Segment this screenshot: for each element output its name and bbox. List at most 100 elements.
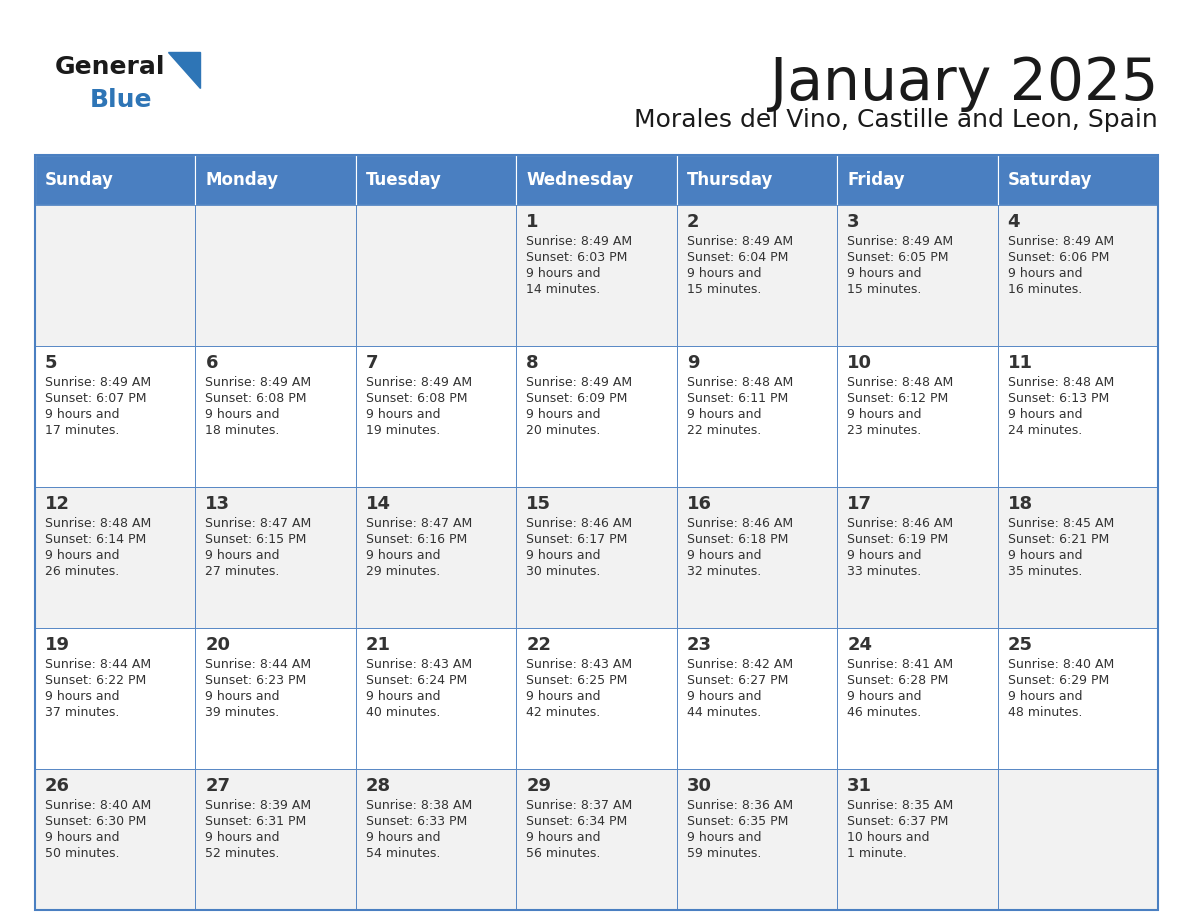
Text: 9 hours and: 9 hours and (687, 549, 762, 562)
Text: 48 minutes.: 48 minutes. (1007, 706, 1082, 719)
Bar (196, 155, 356, 205)
Text: 20 minutes.: 20 minutes. (526, 424, 601, 437)
Text: 26: 26 (45, 777, 70, 795)
Text: 16 minutes.: 16 minutes. (1007, 283, 1082, 296)
Bar (838, 346, 998, 487)
Bar (838, 205, 998, 346)
Text: 9 hours and: 9 hours and (206, 690, 280, 703)
Text: 9: 9 (687, 354, 700, 372)
Text: Sunset: 6:05 PM: Sunset: 6:05 PM (847, 251, 949, 264)
Text: Sunset: 6:28 PM: Sunset: 6:28 PM (847, 674, 948, 687)
Text: 32 minutes.: 32 minutes. (687, 565, 762, 578)
Bar (838, 155, 998, 205)
Bar (196, 628, 356, 769)
Text: Wednesday: Wednesday (526, 171, 633, 189)
Text: Sunrise: 8:49 AM: Sunrise: 8:49 AM (206, 376, 311, 389)
Bar (34, 155, 1158, 910)
Text: 9 hours and: 9 hours and (1007, 408, 1082, 421)
Bar (677, 205, 838, 346)
Text: 9 hours and: 9 hours and (45, 831, 120, 844)
Text: Sunset: 6:25 PM: Sunset: 6:25 PM (526, 674, 627, 687)
Text: Sunset: 6:08 PM: Sunset: 6:08 PM (366, 392, 467, 405)
Text: Sunrise: 8:41 AM: Sunrise: 8:41 AM (847, 658, 953, 671)
Text: Sunset: 6:24 PM: Sunset: 6:24 PM (366, 674, 467, 687)
Text: Sunrise: 8:47 AM: Sunrise: 8:47 AM (206, 517, 311, 530)
Text: 9 hours and: 9 hours and (206, 408, 280, 421)
Text: 9 hours and: 9 hours and (526, 549, 601, 562)
Text: Sunset: 6:08 PM: Sunset: 6:08 PM (206, 392, 307, 405)
Text: Sunset: 6:30 PM: Sunset: 6:30 PM (45, 815, 146, 828)
Text: 14 minutes.: 14 minutes. (526, 283, 601, 296)
Text: Sunset: 6:23 PM: Sunset: 6:23 PM (206, 674, 307, 687)
Bar (677, 628, 838, 769)
Bar (34, 346, 196, 487)
Text: Sunrise: 8:49 AM: Sunrise: 8:49 AM (45, 376, 151, 389)
Text: Sunset: 6:37 PM: Sunset: 6:37 PM (847, 815, 948, 828)
Bar (517, 487, 677, 628)
Bar (677, 155, 838, 205)
Text: Sunrise: 8:49 AM: Sunrise: 8:49 AM (687, 235, 792, 248)
Text: Sunrise: 8:44 AM: Sunrise: 8:44 AM (206, 658, 311, 671)
Bar (517, 628, 677, 769)
Bar (34, 769, 196, 910)
Text: 16: 16 (687, 495, 712, 513)
Text: Sunrise: 8:40 AM: Sunrise: 8:40 AM (45, 799, 151, 812)
Text: 14: 14 (366, 495, 391, 513)
Text: 17 minutes.: 17 minutes. (45, 424, 119, 437)
Bar (998, 346, 1158, 487)
Text: Sunset: 6:16 PM: Sunset: 6:16 PM (366, 533, 467, 546)
Bar (838, 769, 998, 910)
Bar (196, 346, 356, 487)
Bar (998, 487, 1158, 628)
Text: 54 minutes.: 54 minutes. (366, 847, 441, 860)
Text: 18: 18 (1007, 495, 1032, 513)
Text: Sunset: 6:35 PM: Sunset: 6:35 PM (687, 815, 788, 828)
Text: 27: 27 (206, 777, 230, 795)
Text: General: General (55, 55, 165, 79)
Text: 8: 8 (526, 354, 539, 372)
Text: Sunrise: 8:46 AM: Sunrise: 8:46 AM (687, 517, 792, 530)
Polygon shape (168, 52, 200, 88)
Text: Monday: Monday (206, 171, 278, 189)
Bar (356, 628, 517, 769)
Text: 29: 29 (526, 777, 551, 795)
Text: 20: 20 (206, 636, 230, 654)
Text: 9 hours and: 9 hours and (45, 549, 120, 562)
Bar (34, 205, 196, 346)
Text: 10: 10 (847, 354, 872, 372)
Text: 9 hours and: 9 hours and (1007, 690, 1082, 703)
Text: 1: 1 (526, 213, 539, 231)
Text: Sunset: 6:27 PM: Sunset: 6:27 PM (687, 674, 788, 687)
Text: Sunset: 6:04 PM: Sunset: 6:04 PM (687, 251, 788, 264)
Text: Sunrise: 8:40 AM: Sunrise: 8:40 AM (1007, 658, 1114, 671)
Text: 2: 2 (687, 213, 700, 231)
Bar (196, 205, 356, 346)
Text: 17: 17 (847, 495, 872, 513)
Text: 29 minutes.: 29 minutes. (366, 565, 440, 578)
Bar (34, 487, 196, 628)
Text: Sunset: 6:15 PM: Sunset: 6:15 PM (206, 533, 307, 546)
Text: 9 hours and: 9 hours and (687, 690, 762, 703)
Text: January 2025: January 2025 (770, 55, 1158, 112)
Text: 21: 21 (366, 636, 391, 654)
Text: 11: 11 (1007, 354, 1032, 372)
Text: Sunrise: 8:49 AM: Sunrise: 8:49 AM (366, 376, 472, 389)
Text: 7: 7 (366, 354, 378, 372)
Text: 24: 24 (847, 636, 872, 654)
Text: Sunrise: 8:49 AM: Sunrise: 8:49 AM (847, 235, 953, 248)
Text: Saturday: Saturday (1007, 171, 1092, 189)
Text: Sunrise: 8:39 AM: Sunrise: 8:39 AM (206, 799, 311, 812)
Text: Sunrise: 8:37 AM: Sunrise: 8:37 AM (526, 799, 632, 812)
Text: Sunrise: 8:48 AM: Sunrise: 8:48 AM (1007, 376, 1114, 389)
Text: Sunset: 6:11 PM: Sunset: 6:11 PM (687, 392, 788, 405)
Text: Sunrise: 8:49 AM: Sunrise: 8:49 AM (526, 235, 632, 248)
Text: 9 hours and: 9 hours and (526, 690, 601, 703)
Text: Sunrise: 8:44 AM: Sunrise: 8:44 AM (45, 658, 151, 671)
Text: 9 hours and: 9 hours and (526, 831, 601, 844)
Text: 42 minutes.: 42 minutes. (526, 706, 601, 719)
Bar (838, 628, 998, 769)
Bar (34, 155, 196, 205)
Text: 59 minutes.: 59 minutes. (687, 847, 762, 860)
Bar (677, 487, 838, 628)
Text: 19: 19 (45, 636, 70, 654)
